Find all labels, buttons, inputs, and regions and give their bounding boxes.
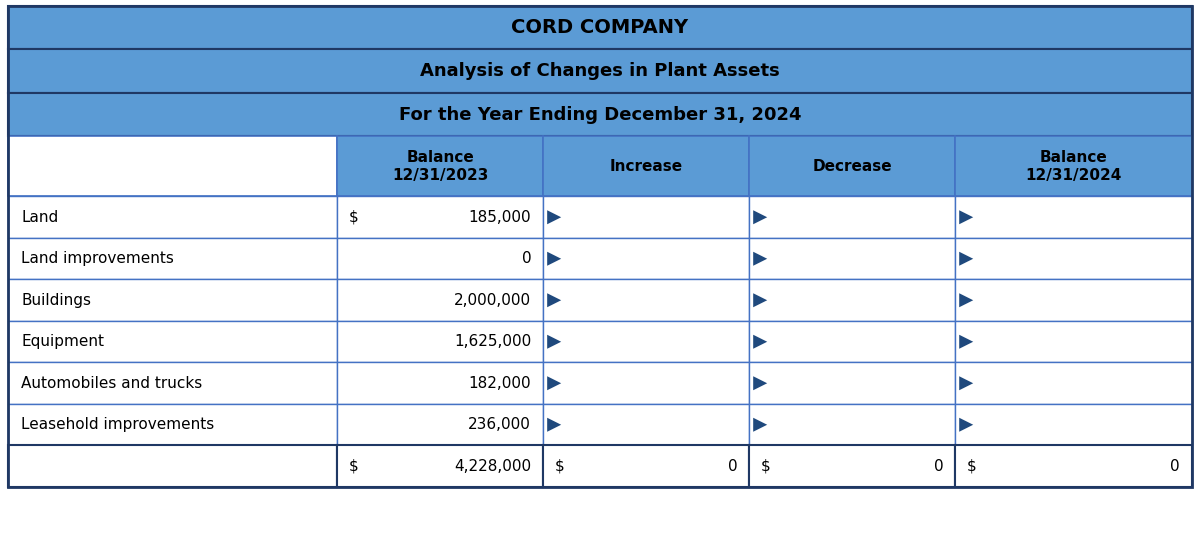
Text: 0: 0 [522,251,532,266]
Text: 236,000: 236,000 [468,417,532,432]
Bar [337,321,544,362]
Bar [749,197,955,238]
Polygon shape [959,335,973,349]
Bar [749,445,955,487]
Bar [955,404,1192,445]
Polygon shape [959,210,973,224]
Polygon shape [547,335,562,349]
Text: 0: 0 [1170,459,1180,474]
Bar [337,445,544,487]
Polygon shape [547,252,562,266]
Polygon shape [754,418,767,432]
Bar [8,93,1192,137]
Text: $: $ [349,459,359,474]
Polygon shape [547,293,562,307]
Bar [337,362,544,404]
Text: $: $ [967,459,977,474]
Text: 182,000: 182,000 [468,376,532,391]
Polygon shape [754,252,767,266]
Bar [8,445,337,487]
Bar [544,321,749,362]
Bar [749,362,955,404]
Bar [955,279,1192,321]
Bar [544,238,749,279]
Bar [544,362,749,404]
Polygon shape [547,376,562,390]
Bar [337,137,544,197]
Text: $: $ [349,210,359,225]
Text: For the Year Ending December 31, 2024: For the Year Ending December 31, 2024 [398,106,802,124]
Polygon shape [754,335,767,349]
Polygon shape [959,418,973,432]
Text: Land: Land [22,210,59,225]
Bar [955,321,1192,362]
Bar [749,137,955,197]
Bar [8,137,337,197]
Text: Increase: Increase [610,159,683,174]
Text: 0: 0 [934,459,943,474]
Text: 2,000,000: 2,000,000 [454,293,532,308]
Text: Buildings: Buildings [22,293,91,308]
Bar [955,238,1192,279]
Polygon shape [959,376,973,390]
Text: $: $ [761,459,770,474]
Bar [8,279,337,321]
Text: Land improvements: Land improvements [22,251,174,266]
Text: Equipment: Equipment [22,334,104,349]
Bar [8,404,337,445]
Text: Automobiles and trucks: Automobiles and trucks [22,376,203,391]
Bar [337,197,544,238]
Bar [8,321,337,362]
Text: Analysis of Changes in Plant Assets: Analysis of Changes in Plant Assets [420,62,780,80]
Text: 0: 0 [727,459,737,474]
Text: 4,228,000: 4,228,000 [454,459,532,474]
Text: CORD COMPANY: CORD COMPANY [511,18,689,37]
Bar [337,238,544,279]
Bar [955,137,1192,197]
Polygon shape [754,376,767,390]
Polygon shape [547,210,562,224]
Bar [8,6,1192,487]
Bar [749,404,955,445]
Polygon shape [754,293,767,307]
Bar [8,6,1192,49]
Bar [955,362,1192,404]
Bar [337,404,544,445]
Bar [8,49,1192,93]
Bar [955,445,1192,487]
Polygon shape [959,293,973,307]
Bar [8,362,337,404]
Bar [749,279,955,321]
Text: 1,625,000: 1,625,000 [454,334,532,349]
Text: $: $ [556,459,565,474]
Text: 185,000: 185,000 [468,210,532,225]
Bar [544,404,749,445]
Text: Leasehold improvements: Leasehold improvements [22,417,215,432]
Polygon shape [959,252,973,266]
Bar [544,137,749,197]
Bar [8,238,337,279]
Bar [8,197,337,238]
Text: Decrease: Decrease [812,159,892,174]
Bar [544,197,749,238]
Text: Balance
12/31/2024: Balance 12/31/2024 [1026,150,1122,183]
Bar [749,238,955,279]
Bar [749,321,955,362]
Bar [544,445,749,487]
Polygon shape [547,418,562,432]
Polygon shape [754,210,767,224]
Bar [955,197,1192,238]
Bar [544,279,749,321]
Text: Balance
12/31/2023: Balance 12/31/2023 [392,150,488,183]
Bar [337,279,544,321]
